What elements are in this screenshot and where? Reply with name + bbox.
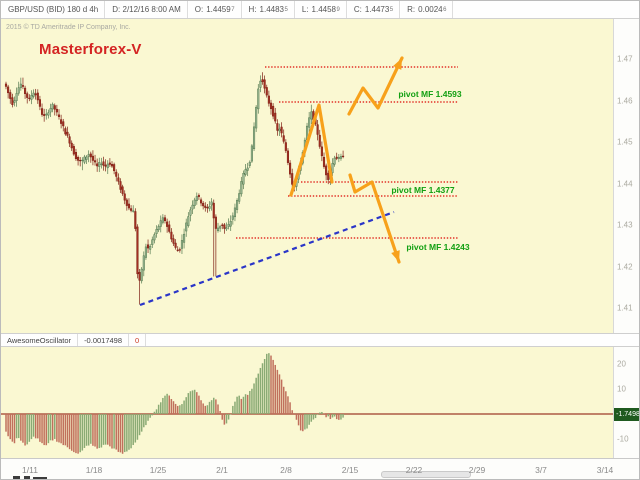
date-axis-label: 1/25 — [149, 465, 167, 475]
date-axis-label: 2/22 — [405, 465, 423, 475]
price-axis-label: 1.41 — [617, 303, 633, 313]
date-axis-label: 2/8 — [280, 465, 292, 475]
symbol-timeframe[interactable]: GBP/USD (BID) 180 d 4h — [1, 1, 106, 18]
low-value: L: 1.4458 9 — [294, 1, 347, 18]
date-axis-label: 2/1 — [216, 465, 228, 475]
date-axis-label: 1/18 — [85, 465, 103, 475]
watermark-masterforex: Masterforex-V — [39, 41, 142, 58]
oscillator-axis: -1.7498 20 10 -10 — [613, 347, 639, 458]
scrollbar-thumb[interactable] — [381, 471, 471, 478]
chart-header: GBP/USD (BID) 180 d 4h D: 2/12/16 8:00 A… — [1, 1, 639, 19]
pivot-label-14593: pivot MF 1.4593 — [398, 89, 462, 99]
symbol-label: GBP/USD (BID) 180 d 4h — [8, 5, 99, 14]
price-axis-label: 1.46 — [617, 96, 633, 105]
price-axis-label: 1.45 — [617, 137, 633, 147]
open-value: O: 1.4459 7 — [187, 1, 242, 18]
pivot-label-14377: pivot MF 1.4377 — [391, 185, 455, 195]
date-axis-label: 1/11 — [22, 465, 38, 475]
price-axis-label: 1.43 — [617, 220, 633, 230]
ao-zero-param: 0 — [129, 334, 147, 346]
date-axis-label: 3/7 — [535, 465, 547, 475]
oscillator-panel[interactable] — [1, 347, 613, 458]
oscillator-axis-label: 10 — [617, 384, 626, 394]
price-axis: 1.47 1.46 1.45 1.44 1.43 1.42 1.41 — [613, 19, 639, 333]
price-chart-panel[interactable] — [1, 19, 613, 333]
price-axis-label: 1.47 — [617, 54, 633, 64]
cropped-ui-fragment — [13, 476, 20, 479]
price-axis-label: 1.42 — [617, 262, 633, 271]
high-value: H: 1.4483 5 — [241, 1, 295, 18]
ao-value-badge: -1.7498 — [614, 408, 639, 421]
ao-title[interactable]: AwesomeOscillator — [1, 334, 79, 346]
price-axis-label: 1.44 — [617, 179, 633, 188]
date-axis-label: 2/29 — [468, 465, 486, 475]
oscillator-axis-label: -10 — [617, 434, 629, 444]
time-axis: 1/11 1/18 1/25 2/1 2/8 2/15 2/22 2/29 3/7 3/14 — [1, 458, 639, 479]
ao-header: AwesomeOscillator -0.0017498 0 — [1, 333, 639, 347]
date-axis-label: 2/15 — [341, 465, 359, 475]
close-value: C: 1.4473 5 — [346, 1, 401, 18]
candlestick-chart[interactable] — [1, 19, 613, 333]
range-value: R: 0.0024 6 — [400, 1, 454, 18]
copyright-text: 2015 © TD Ameritrade IP Company, Inc. — [6, 24, 131, 31]
ao-current-value: -0.0017498 — [78, 334, 130, 346]
cropped-ui-fragment — [33, 477, 47, 479]
oscillator-axis-label: 20 — [617, 359, 626, 369]
date-axis-label: 3/14 — [596, 465, 614, 475]
oscillator-histogram[interactable] — [1, 347, 613, 458]
bar-date: D: 2/12/16 8:00 AM — [105, 1, 188, 18]
pivot-label-14243: pivot MF 1.4243 — [406, 242, 470, 252]
cropped-ui-fragment — [24, 476, 30, 479]
